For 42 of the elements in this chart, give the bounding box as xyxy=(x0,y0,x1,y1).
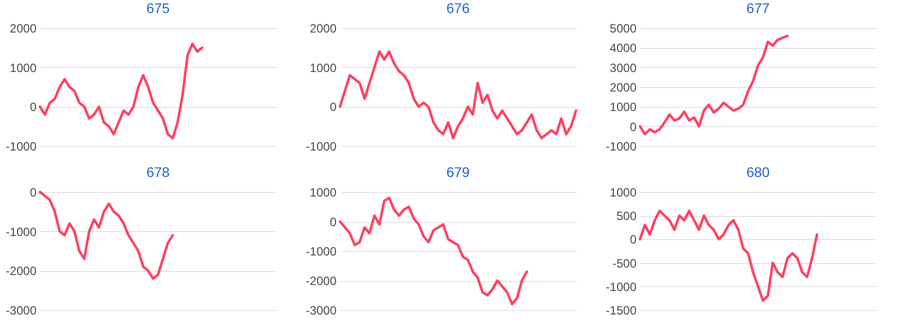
y-tick-label: 2000 xyxy=(10,22,37,36)
y-tick-label: 3000 xyxy=(610,60,637,75)
y-tick-label: -500 xyxy=(612,256,637,270)
y-tick-label: -1000 xyxy=(306,244,337,258)
y-tick-label: -1000 xyxy=(6,140,37,154)
line-series xyxy=(338,196,528,306)
y-tick-label: -1000 xyxy=(306,140,337,154)
line-series xyxy=(338,50,578,140)
y-tick-label: 0 xyxy=(330,215,337,229)
y-tick-label: -2000 xyxy=(6,264,37,278)
y-tick-label: 0 xyxy=(30,100,37,114)
y-tick-label: -1000 xyxy=(606,280,637,294)
chart-title: 678 xyxy=(146,164,170,180)
line-series xyxy=(38,42,204,140)
line-series xyxy=(38,190,174,280)
y-tick-label: -1000 xyxy=(6,224,37,239)
y-tick-label: 1000 xyxy=(310,186,337,200)
y-tick-label: 5000 xyxy=(610,22,637,36)
y-tick-label: 0 xyxy=(630,120,637,134)
y-tick-label: -3000 xyxy=(6,304,37,318)
chart-title: 676 xyxy=(446,0,470,16)
y-tick-label: 0 xyxy=(30,186,37,200)
line-series xyxy=(638,210,818,302)
y-tick-label: 1000 xyxy=(610,100,637,114)
y-tick-label: 1000 xyxy=(610,186,637,200)
y-tick-label: 1000 xyxy=(10,60,37,75)
chart-title: 677 xyxy=(746,0,770,16)
chart-title: 675 xyxy=(146,0,170,16)
y-tick-label: 0 xyxy=(630,232,637,247)
y-tick-label: 4000 xyxy=(610,41,637,56)
y-tick-label: -1500 xyxy=(606,304,637,318)
chart-title: 679 xyxy=(446,164,470,180)
y-tick-label: -3000 xyxy=(306,304,337,318)
chart-title: 680 xyxy=(746,164,770,180)
y-tick-label: 500 xyxy=(616,209,637,224)
y-tick-label: -2000 xyxy=(306,274,337,288)
line-series xyxy=(638,34,789,136)
y-tick-label: -1000 xyxy=(606,140,637,154)
y-tick-label: 1000 xyxy=(310,60,337,75)
y-tick-label: 0 xyxy=(330,100,337,114)
y-tick-label: 2000 xyxy=(610,80,637,94)
y-tick-label: 2000 xyxy=(310,22,337,36)
